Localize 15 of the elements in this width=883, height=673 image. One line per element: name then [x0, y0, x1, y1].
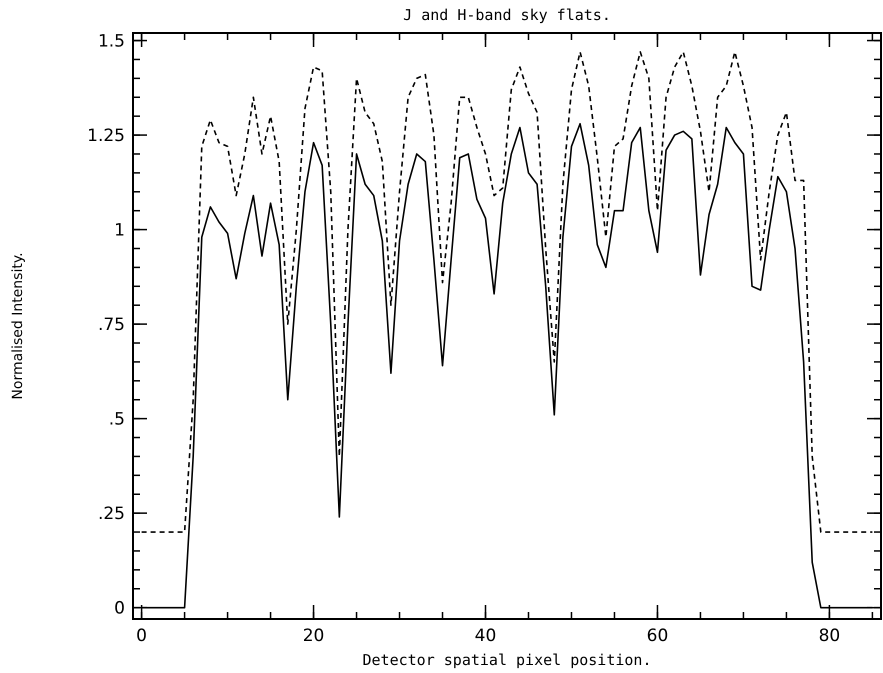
x-tick-label: 20: [302, 626, 324, 646]
y-tick-label: 0: [114, 598, 125, 619]
y-tick-label: 1: [114, 220, 125, 241]
x-tick-label: 60: [646, 626, 668, 646]
y-tick-label: 1.5: [98, 32, 125, 52]
y-axis-title: Normalised Intensity.: [10, 252, 26, 400]
y-tick-label: .75: [98, 315, 125, 336]
y-tick-label: .25: [98, 504, 125, 524]
y-tick-label: 1.25: [87, 126, 125, 146]
x-tick-label: 0: [136, 626, 148, 646]
x-tick-label: 40: [474, 626, 496, 646]
chart-title: J and H-band sky flats.: [403, 6, 611, 24]
y-tick-label: .5: [108, 410, 125, 430]
x-axis-title: Detector spatial pixel position.: [362, 651, 652, 669]
x-tick-label: 80: [818, 626, 840, 646]
